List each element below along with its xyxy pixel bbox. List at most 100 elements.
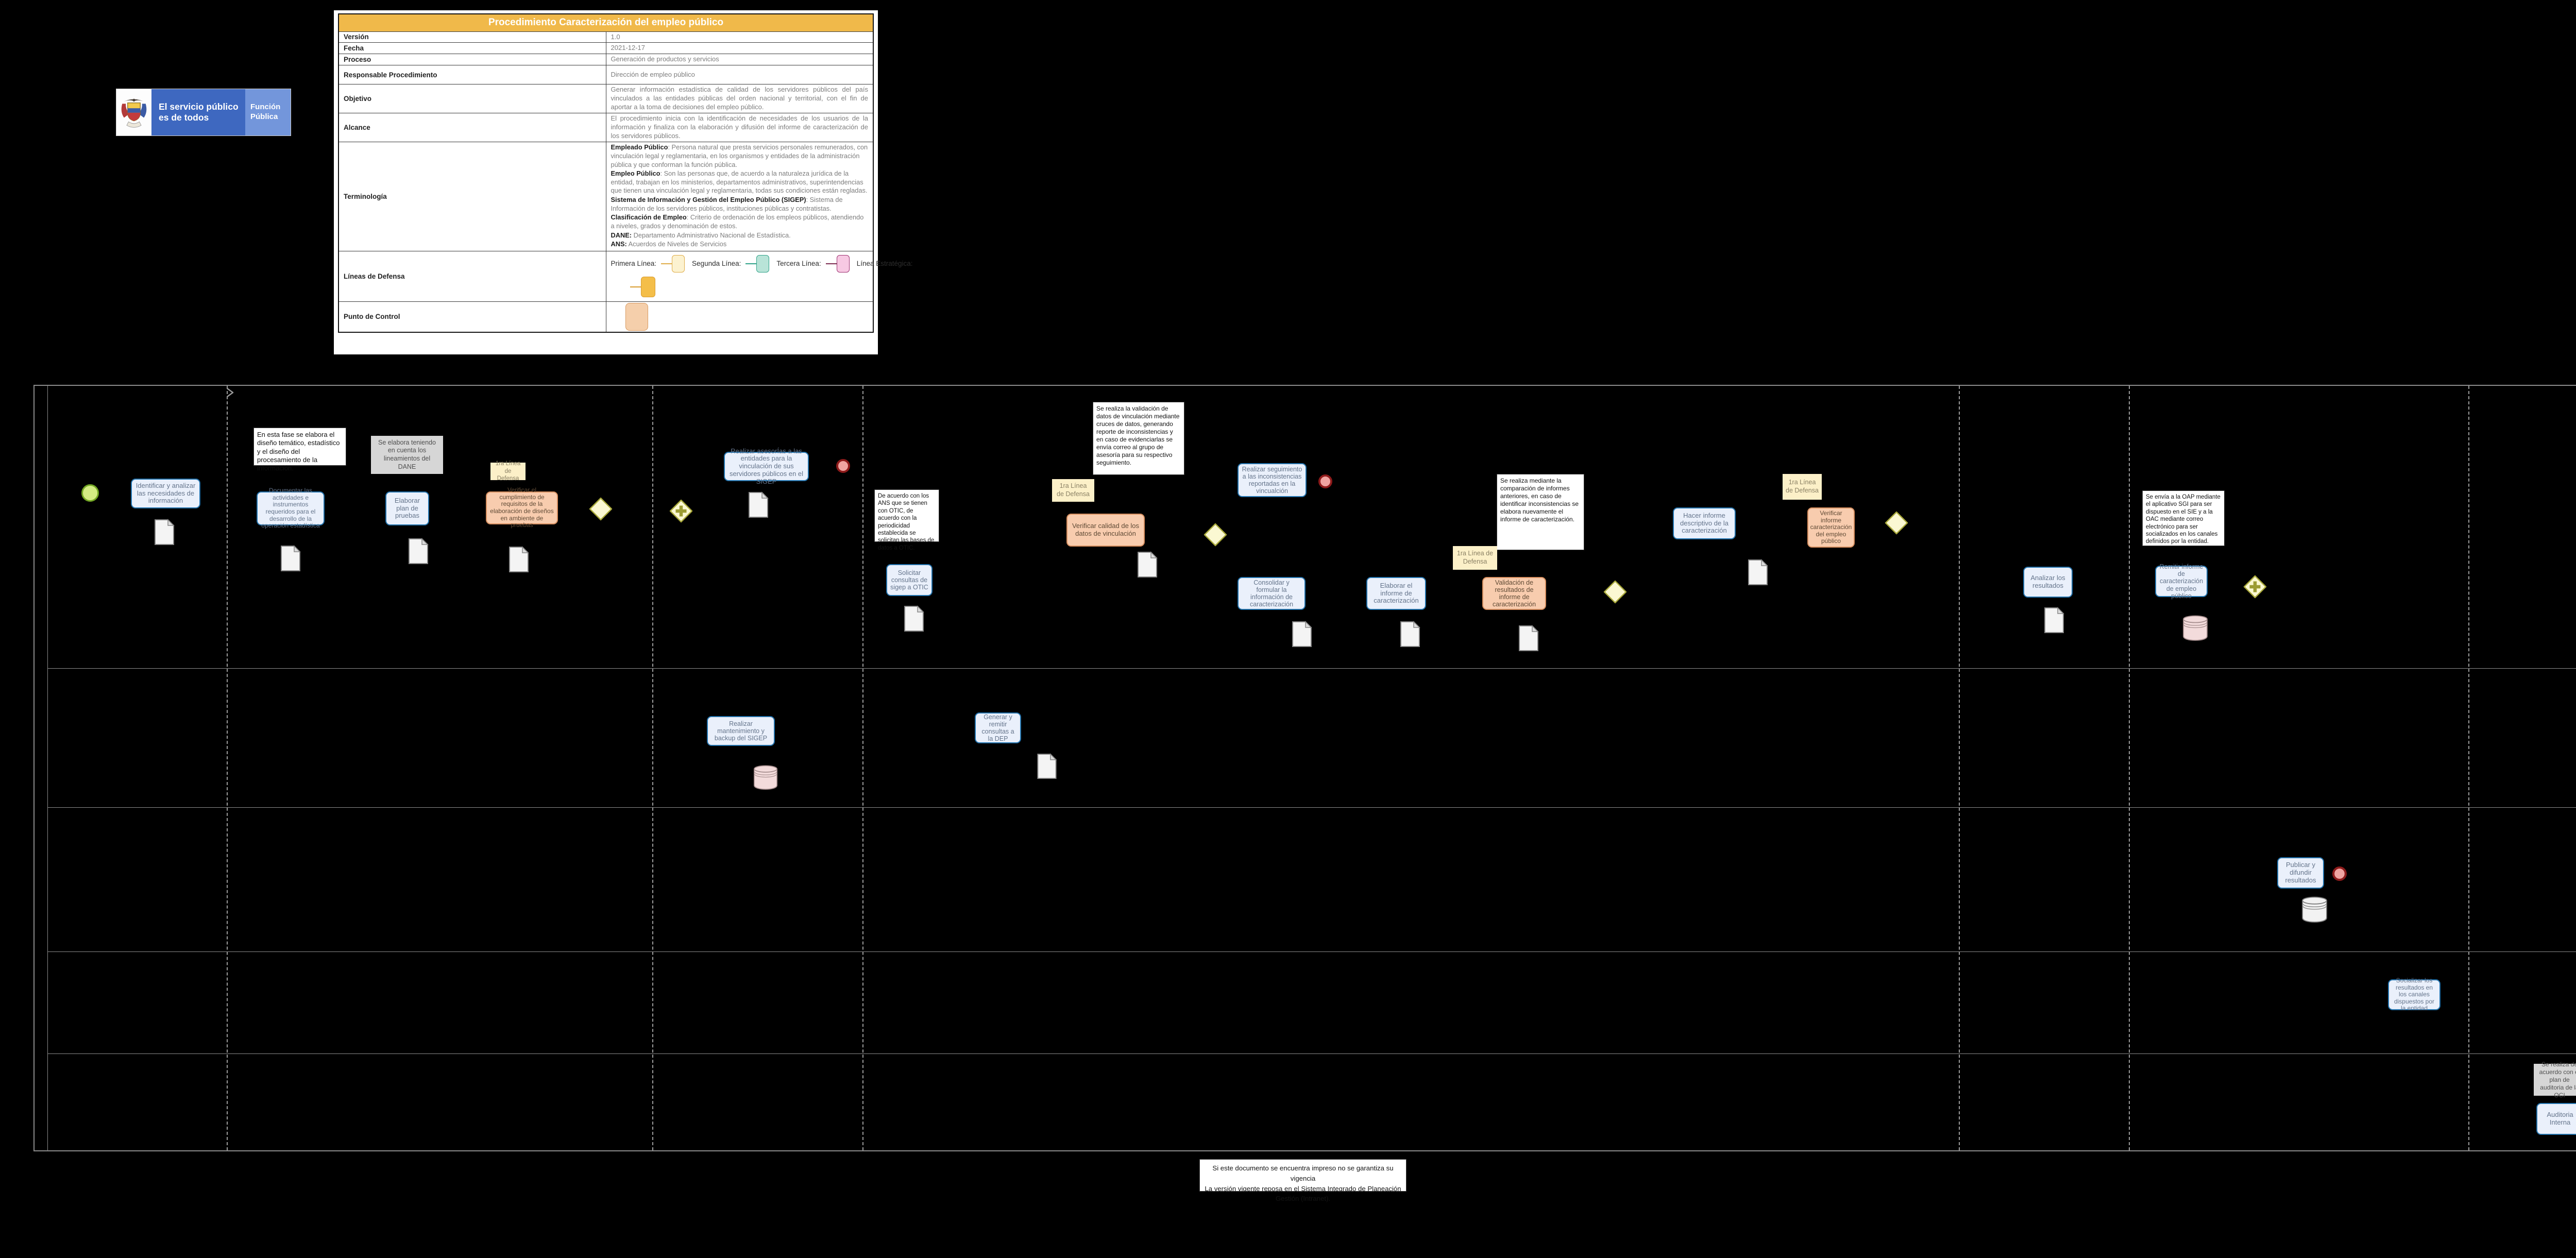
table-row-responsable: Responsable Procedimiento Dirección de e… (338, 65, 874, 85)
phase-separator (2129, 386, 2130, 1150)
legend-label-primera: Primera Línea: (611, 260, 657, 268)
annotation-lineamientos-dane: Se elabora teniendo en cuenta los lineam… (371, 436, 443, 474)
document-icon[interactable] (1748, 559, 1768, 586)
parallel-gateway-2[interactable] (2243, 575, 2267, 599)
procedure-header-table: Procedimiento Caracterización del empleo… (338, 13, 913, 333)
punto-control-swatch (625, 302, 648, 331)
phase-collapse-icon (224, 386, 236, 399)
task-elaborar-informe[interactable]: Elaborar el informe de caracterización (1366, 577, 1426, 610)
table-row-punto-control: Punto de Control (338, 301, 874, 333)
document-icon[interactable] (2044, 607, 2064, 634)
table-row-proceso: Proceso Generación de productos y servic… (338, 54, 874, 66)
phase-separator (862, 386, 863, 1150)
task-verificar-cumplimiento-disenos[interactable]: Verificar el cumplimiento de requisitos … (486, 487, 558, 529)
document-icon[interactable] (154, 519, 175, 546)
document-icon[interactable] (1518, 625, 1539, 652)
process-pool: Identificar y analizar las necesidades d… (33, 385, 2576, 1151)
lane-divider (47, 951, 2576, 952)
lane-divider (47, 668, 2576, 669)
task-generar-remitir-consultas-dep[interactable]: Generar y remitir consultas a la DEP (975, 712, 1021, 743)
exclusive-gateway-1[interactable] (589, 497, 613, 521)
phase-separator (1959, 386, 1960, 1150)
start-event[interactable] (81, 484, 99, 502)
task-documentar-actividades[interactable]: Documentar las actividades e instrumento… (257, 487, 325, 529)
task-consolidar-formular[interactable]: Consolidar y formular la información de … (1238, 577, 1306, 610)
funcion-publica-logo: El servicio público es de todos Función … (116, 89, 291, 136)
database-icon-pink[interactable] (2182, 615, 2209, 641)
tercera-linea-swatch (825, 255, 850, 273)
table-row-lineas-defensa: Líneas de Defensa Primera Línea: Segunda… (338, 250, 913, 302)
task-verificar-calidad-datos[interactable]: Verificar calidad de los datos de vincul… (1066, 514, 1145, 547)
table-row-objetivo: Objetivo Generar información estadística… (338, 84, 874, 113)
task-mantenimiento-backup-sigep[interactable]: Realizar mantenimiento y backup del SIGE… (707, 716, 775, 746)
legend-label-estrategica: Línea Estratégica: (856, 260, 913, 268)
database-icon-white[interactable] (2301, 896, 2328, 923)
pool-header-band (47, 386, 48, 1150)
note-primera-linea-4: 1ra Línea de Defensa (1783, 474, 1822, 500)
document-icon[interactable] (280, 545, 301, 572)
note-primera-linea-3: 1ra Línea de Defensa (1453, 546, 1497, 570)
database-icon-pink[interactable] (752, 764, 779, 790)
task-analizar-resultados[interactable]: Analizar los resultados (2023, 567, 2073, 598)
annotation-plan-auditoria: Se realiza de acuerdo con el plan de aud… (2534, 1061, 2576, 1099)
document-icon[interactable] (408, 538, 429, 565)
exclusive-gateway-2[interactable] (1204, 523, 1227, 547)
legend-label-tercera: Tercera Línea: (776, 260, 821, 268)
phase-separator (227, 386, 228, 1150)
logo-brand: Función Pública (245, 89, 291, 135)
task-validacion-resultados[interactable]: Validación de resultados de informe de c… (1482, 577, 1546, 610)
document-icon[interactable] (904, 605, 924, 632)
annotation-envio-oap: Se envía a la OAP mediante el aplicativo… (2142, 490, 2225, 546)
legend-label-segunda: Segunda Línea: (692, 260, 741, 268)
error-event-3[interactable] (2332, 866, 2347, 881)
document-icon[interactable] (509, 546, 529, 573)
task-hacer-informe-descriptivo[interactable]: Hacer informe descriptivo de la caracter… (1673, 507, 1736, 539)
task-realizar-asesorias-sigep[interactable]: Realizar asesorÍas a las entidades para … (724, 447, 809, 485)
document-icon[interactable] (1137, 551, 1158, 578)
table-row-version: Versión 1.0 (338, 31, 874, 43)
colombia-crest-icon (116, 89, 151, 135)
phase-separator (2468, 386, 2469, 1150)
exclusive-gateway-4[interactable] (1885, 511, 1908, 535)
task-remitir-informe[interactable]: Remitir informe de caracterización de em… (2155, 563, 2208, 600)
logo-tagline: El servicio público es de todos (151, 89, 245, 135)
segunda-linea-swatch (745, 255, 770, 273)
table-row-terminologia: Terminología Empleado Público: Persona n… (338, 141, 874, 251)
error-event-1[interactable] (836, 458, 851, 473)
task-seguimiento-inconsistencias[interactable]: Realizar seguimiento a las inconsistenci… (1238, 463, 1307, 497)
document-icon[interactable] (1292, 621, 1312, 648)
task-verificar-informe-caracterizacion[interactable]: Verificar informe caracterización del em… (1807, 507, 1855, 548)
terminologia-content: Empleado Público: Persona natural que pr… (605, 141, 874, 251)
page-title: Procedimiento Caracterización del empleo… (338, 13, 874, 32)
procedure-header-card: Procedimiento Caracterización del empleo… (334, 10, 913, 354)
lane-divider (47, 807, 2576, 808)
task-auditoria-interna[interactable]: Auditoria Interna (2536, 1103, 2576, 1135)
lineas-defensa-legend: Primera Línea: Segunda Línea: Tercera Lí… (605, 250, 913, 302)
phase-separator (652, 386, 653, 1150)
task-elaborar-plan-pruebas[interactable]: Elaborar plan de pruebas (385, 491, 429, 525)
error-event-2[interactable] (1318, 474, 1333, 489)
parallel-gateway-1[interactable] (669, 499, 693, 523)
annotation-fase-diseno: En esta fase se elabora el diseño temáti… (253, 428, 346, 472)
document-icon[interactable] (1400, 621, 1420, 648)
task-solicitar-consultas-sigep[interactable]: Solicitar consultas de sigep a OTIC (886, 564, 933, 596)
annotation-validacion-datos: Se realiza la validación de datos de vin… (1093, 402, 1184, 475)
validity-note: Si este documento se encuentra impreso n… (1199, 1159, 1406, 1202)
annotation-ans-otic: De acuerdo con los ANS que se tienen con… (874, 489, 939, 551)
lane-divider (47, 1053, 2576, 1054)
task-publicar-difundir[interactable]: Publicar y difundir resultados (2277, 857, 2324, 889)
table-row-title: Procedimiento Caracterización del empleo… (338, 13, 874, 32)
note-primera-linea-2: 1ra Línea de Defensa (1052, 479, 1094, 502)
task-identificar-necesidades[interactable]: Identificar y analizar las necesidades d… (131, 479, 200, 508)
task-socializar-resultados[interactable]: Socializar los resultados en los canales… (2388, 977, 2441, 1012)
annotation-comparacion-informes: Se realiza mediante la comparación de in… (1497, 474, 1584, 550)
table-row-alcance: Alcance El procedimiento inicia con la i… (338, 112, 874, 142)
primera-linea-solid-swatch (630, 277, 655, 298)
document-icon[interactable] (1037, 753, 1057, 779)
exclusive-gateway-3[interactable] (1603, 580, 1627, 604)
table-row-fecha: Fecha 2021-12-17 (338, 42, 874, 55)
primera-linea-swatch (661, 255, 685, 273)
note-primera-linea-1: 1ra Línea de Defensa (490, 461, 526, 482)
document-icon[interactable] (748, 491, 769, 518)
